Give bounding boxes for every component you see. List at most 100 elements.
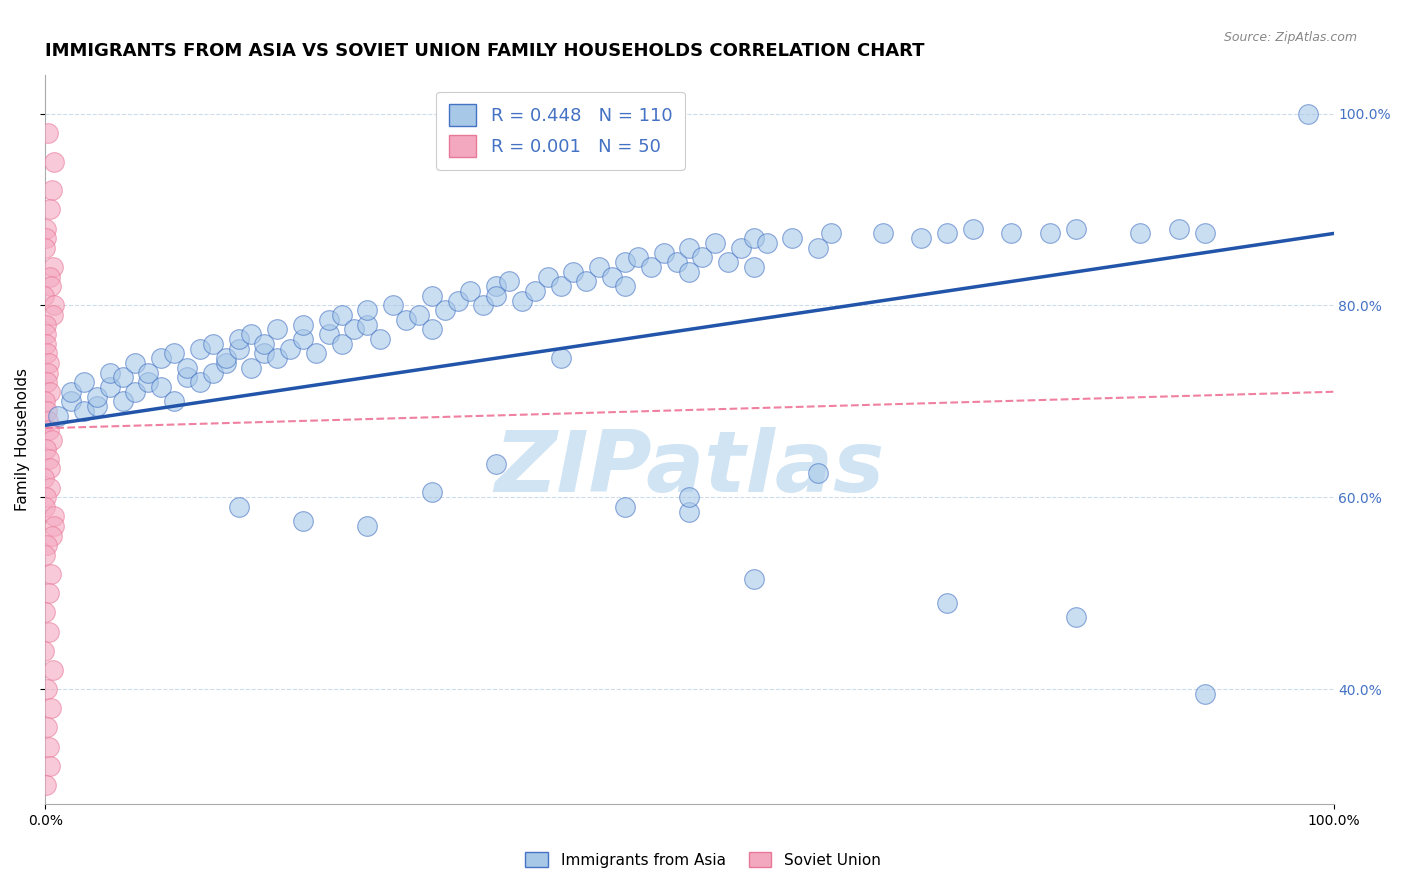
Point xyxy=(498,275,520,289)
Point xyxy=(278,342,301,356)
Legend: R = 0.448   N = 110, R = 0.001   N = 50: R = 0.448 N = 110, R = 0.001 N = 50 xyxy=(436,92,685,169)
Point xyxy=(382,298,405,312)
Point xyxy=(433,303,456,318)
Point xyxy=(356,318,378,332)
Text: IMMIGRANTS FROM ASIA VS SOVIET UNION FAMILY HOUSEHOLDS CORRELATION CHART: IMMIGRANTS FROM ASIA VS SOVIET UNION FAM… xyxy=(45,42,925,60)
Point xyxy=(228,332,250,346)
Point xyxy=(42,154,65,169)
Point xyxy=(291,332,314,346)
Point xyxy=(201,366,224,380)
Point xyxy=(782,231,804,245)
Point xyxy=(1039,227,1062,241)
Point xyxy=(240,360,263,375)
Y-axis label: Family Households: Family Households xyxy=(15,368,30,511)
Point xyxy=(42,519,65,533)
Point xyxy=(41,528,63,542)
Point xyxy=(42,260,65,274)
Point xyxy=(872,227,894,241)
Point xyxy=(742,260,765,274)
Point xyxy=(37,413,59,427)
Point xyxy=(37,721,59,735)
Point xyxy=(1194,227,1216,241)
Point xyxy=(60,384,83,399)
Point xyxy=(34,606,56,620)
Point xyxy=(35,682,58,697)
Point xyxy=(41,183,63,197)
Point xyxy=(73,404,96,418)
Point xyxy=(111,370,134,384)
Point xyxy=(39,202,62,217)
Point xyxy=(820,227,842,241)
Point xyxy=(34,231,56,245)
Point xyxy=(35,778,58,792)
Point xyxy=(37,126,59,140)
Point xyxy=(35,490,58,504)
Point xyxy=(41,433,63,447)
Point xyxy=(39,567,62,582)
Point xyxy=(38,356,60,370)
Point xyxy=(550,279,572,293)
Point xyxy=(343,322,366,336)
Point xyxy=(34,548,56,562)
Point xyxy=(163,394,186,409)
Point xyxy=(35,318,58,332)
Point xyxy=(214,351,236,366)
Point xyxy=(111,394,134,409)
Point xyxy=(35,404,58,418)
Point xyxy=(485,289,508,303)
Point xyxy=(420,289,443,303)
Point xyxy=(807,467,830,481)
Point xyxy=(41,308,63,322)
Point xyxy=(420,485,443,500)
Point xyxy=(150,351,173,366)
Point xyxy=(253,346,276,360)
Point xyxy=(35,375,58,389)
Point xyxy=(755,235,778,250)
Point xyxy=(188,375,211,389)
Point xyxy=(35,336,58,351)
Point xyxy=(678,265,700,279)
Point xyxy=(678,241,700,255)
Point xyxy=(1194,687,1216,701)
Point xyxy=(201,336,224,351)
Point xyxy=(253,336,276,351)
Point xyxy=(730,241,752,255)
Point xyxy=(305,346,328,360)
Point xyxy=(742,572,765,586)
Point xyxy=(39,481,62,495)
Point xyxy=(678,490,700,504)
Point xyxy=(446,293,468,308)
Point xyxy=(318,327,340,342)
Point xyxy=(652,245,675,260)
Point xyxy=(717,255,740,269)
Point xyxy=(1129,227,1152,241)
Point xyxy=(38,586,60,600)
Point xyxy=(34,221,56,235)
Point xyxy=(42,509,65,524)
Point xyxy=(460,284,482,298)
Point xyxy=(138,375,160,389)
Point xyxy=(163,346,186,360)
Point xyxy=(640,260,662,274)
Point xyxy=(39,384,62,399)
Point xyxy=(408,308,430,322)
Point xyxy=(228,500,250,514)
Point xyxy=(266,322,288,336)
Point xyxy=(575,275,598,289)
Point xyxy=(742,231,765,245)
Point xyxy=(627,251,650,265)
Point xyxy=(46,409,69,423)
Point xyxy=(228,342,250,356)
Point xyxy=(614,255,637,269)
Point xyxy=(537,269,560,284)
Point xyxy=(38,739,60,754)
Point xyxy=(34,644,56,658)
Point xyxy=(38,759,60,773)
Point xyxy=(962,221,984,235)
Point xyxy=(665,255,688,269)
Point xyxy=(600,269,623,284)
Point xyxy=(807,241,830,255)
Point xyxy=(86,390,108,404)
Point xyxy=(690,251,713,265)
Point xyxy=(38,423,60,437)
